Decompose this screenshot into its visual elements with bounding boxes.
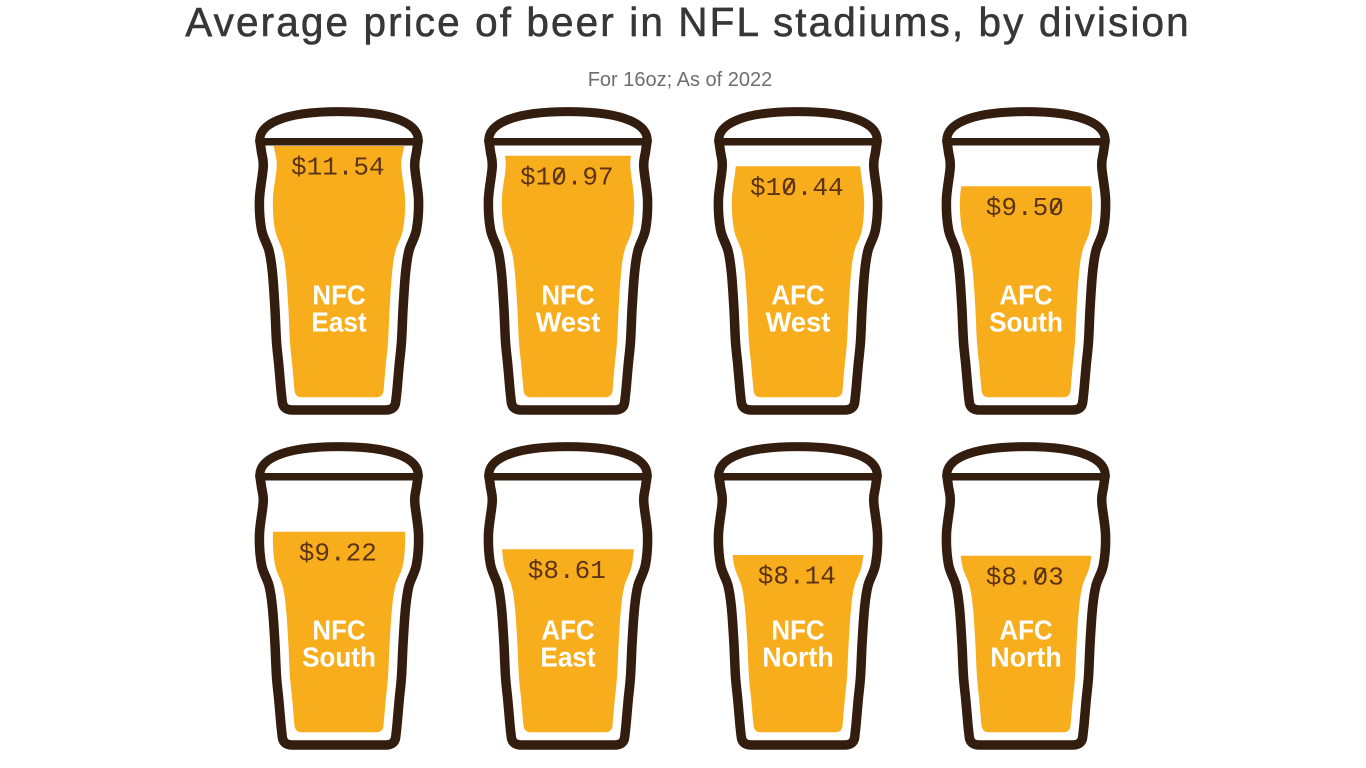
svg-text:$8.14: $8.14	[758, 562, 836, 592]
svg-text:South: South	[302, 642, 376, 673]
svg-text:AFC: AFC	[771, 279, 824, 310]
svg-text:NFC: NFC	[313, 615, 366, 646]
svg-text:$8.61: $8.61	[528, 556, 606, 586]
svg-text:East: East	[541, 642, 596, 673]
svg-text:East: East	[312, 306, 367, 337]
svg-text:NFC: NFC	[313, 279, 366, 310]
svg-text:West: West	[536, 306, 601, 337]
svg-text:$9.22: $9.22	[299, 538, 377, 568]
svg-text:West: West	[766, 306, 831, 337]
svg-text:AFC: AFC	[1000, 615, 1053, 646]
svg-text:AFC: AFC	[1000, 279, 1053, 310]
svg-text:NFC: NFC	[771, 615, 824, 646]
svg-text:$9.50: $9.50	[986, 193, 1064, 223]
svg-text:$10.44: $10.44	[750, 172, 844, 202]
svg-text:$10.97: $10.97	[520, 162, 614, 192]
svg-text:North: North	[990, 642, 1062, 673]
svg-text:South: South	[989, 306, 1063, 337]
svg-text:NFC: NFC	[542, 279, 595, 310]
svg-text:North: North	[762, 642, 834, 673]
svg-text:$11.54: $11.54	[291, 152, 385, 182]
svg-text:AFC: AFC	[542, 615, 595, 646]
svg-text:$8.03: $8.03	[986, 562, 1064, 592]
